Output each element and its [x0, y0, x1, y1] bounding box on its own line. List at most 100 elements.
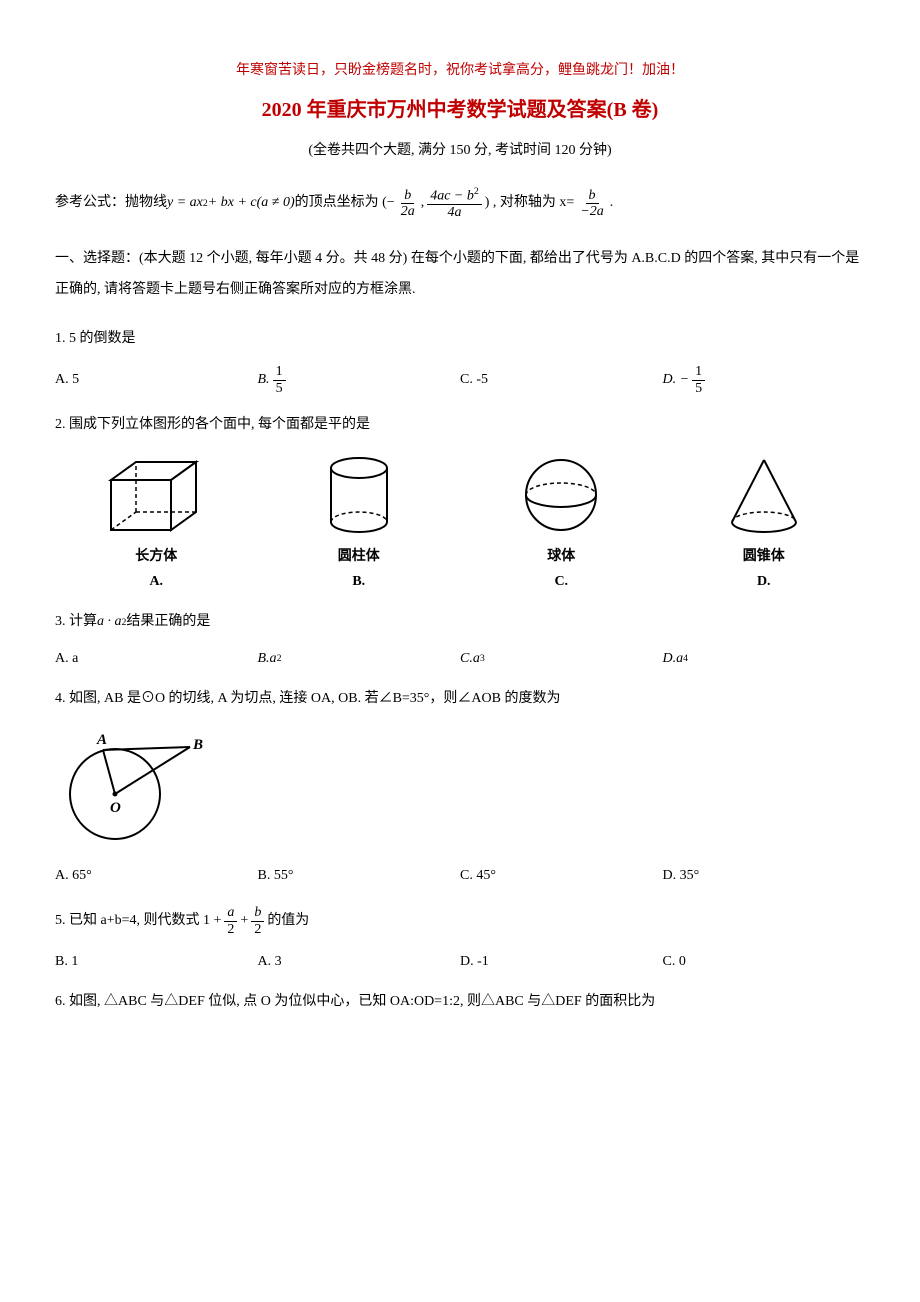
- q5-suffix: 的值为: [267, 910, 309, 932]
- label-O: O: [110, 800, 121, 816]
- q1-b-num: 1: [273, 364, 286, 380]
- section-intro: 一、选择题：(本大题 12 个小题, 每年小题 4 分。共 48 分) 在每个小…: [55, 244, 865, 306]
- cylinder-letter: B.: [258, 571, 461, 593]
- frac1-den: 2a: [398, 204, 418, 219]
- formula-mid-text: 的顶点坐标为 (−: [295, 192, 395, 214]
- q1-b-prefix: B.: [258, 369, 270, 391]
- q1-b-frac: 1 5: [273, 364, 286, 396]
- subtitle: (全卷共四个大题, 满分 150 分, 考试时间 120 分钟): [55, 140, 865, 162]
- shape-cylinder: 圆柱体 B.: [258, 450, 461, 593]
- formula-frac1: b 2a: [398, 188, 418, 220]
- q6-text: 6. 如图, △ABC 与△DEF 位似, 点 O 为位似中心，已知 OA:OD…: [55, 991, 865, 1013]
- frac2-den: 4a: [444, 205, 464, 220]
- sphere-label: 球体: [460, 546, 663, 568]
- q5-option-4: C. 0: [663, 951, 866, 973]
- question-6: 6. 如图, △ABC 与△DEF 位似, 点 O 为位似中心，已知 OA:OD…: [55, 991, 865, 1013]
- frac2-num-sup: 2: [474, 186, 479, 197]
- q3-prefix: 3. 计算: [55, 611, 97, 633]
- question-1: 1. 5 的倒数是 A. 5 B. 1 5 C. -5 D. − 1 5: [55, 328, 865, 396]
- sphere-letter: C.: [460, 571, 663, 593]
- q5-f1-num: a: [224, 905, 237, 921]
- q3-text: 3. 计算 a · a2 结果正确的是: [55, 611, 865, 633]
- cone-letter: D.: [663, 571, 866, 593]
- formula-dot: .: [610, 192, 614, 214]
- q5-f1-den: 2: [224, 922, 237, 937]
- cone-label: 圆锥体: [663, 546, 866, 568]
- shape-cone: 圆锥体 D.: [663, 450, 866, 593]
- q4-option-d: D. 35°: [663, 865, 866, 887]
- q3-c-sup: 3: [480, 651, 485, 667]
- q3-b-prefix: B.a: [258, 648, 277, 670]
- q4-option-a: A. 65°: [55, 865, 258, 887]
- cylinder-label: 圆柱体: [258, 546, 461, 568]
- q3-b-sup: 2: [277, 651, 282, 667]
- q4-text: 4. 如图, AB 是⊙O 的切线, A 为切点, 连接 OA, OB. 若∠B…: [55, 688, 865, 710]
- formula-frac2: 4ac − b2 4a: [427, 187, 482, 220]
- frac3-den: −2a: [577, 204, 606, 219]
- q5-option-3: D. -1: [460, 951, 663, 973]
- q5-frac2: b 2: [251, 905, 264, 937]
- q5-mid: +: [240, 910, 248, 932]
- q3-option-d: D.a4: [663, 648, 866, 670]
- q2-text: 2. 围成下列立体图形的各个面中, 每个面都是平的是: [55, 414, 865, 436]
- question-3: 3. 计算 a · a2 结果正确的是 A. a B.a2 C.a3 D.a4: [55, 611, 865, 670]
- header-note: 年寒窗苦读日，只盼金榜题名时，祝你考试拿高分，鲤鱼跳龙门！加油！: [55, 60, 865, 82]
- frac3-num: b: [586, 188, 599, 204]
- question-5: 5. 已知 a+b=4, 则代数式 1 + a 2 + b 2 的值为 B. 1…: [55, 905, 865, 973]
- cuboid-icon: [96, 450, 216, 540]
- q3-option-a: A. a: [55, 648, 258, 670]
- q5-prefix: 5. 已知 a+b=4, 则代数式 1 +: [55, 910, 221, 932]
- q5-text: 5. 已知 a+b=4, 则代数式 1 + a 2 + b 2 的值为: [55, 905, 865, 937]
- formula-frac3: b −2a: [577, 188, 606, 220]
- formula-expr-mid: + bx + c(a ≠ 0): [208, 192, 295, 214]
- cylinder-icon: [309, 450, 409, 540]
- frac1-num: b: [401, 188, 414, 204]
- q4-diagram: A B O: [55, 724, 865, 852]
- frac2-num: 4ac − b2: [427, 187, 482, 205]
- q1-option-d: D. − 1 5: [663, 364, 866, 396]
- reference-formula: 参考公式：抛物线 y = ax 2 + bx + c(a ≠ 0) 的顶点坐标为 …: [55, 187, 865, 220]
- label-B: B: [192, 737, 203, 753]
- q1-text: 1. 5 的倒数是: [55, 328, 865, 350]
- frac2-num-text: 4ac − b: [430, 188, 474, 203]
- q3-option-b: B.a2: [258, 648, 461, 670]
- q5-option-1: B. 1: [55, 951, 258, 973]
- q1-options: A. 5 B. 1 5 C. -5 D. − 1 5: [55, 364, 865, 396]
- formula-prefix: 参考公式：抛物线: [55, 192, 167, 214]
- q1-option-b: B. 1 5: [258, 364, 461, 396]
- tangent-circle-icon: A B O: [55, 724, 215, 844]
- shape-cuboid: 长方体 A.: [55, 450, 258, 593]
- q3-suffix: 结果正确的是: [126, 611, 210, 633]
- cone-icon: [714, 450, 814, 540]
- q5-option-2: A. 3: [258, 951, 461, 973]
- cuboid-letter: A.: [55, 571, 258, 593]
- q1-d-den: 5: [692, 381, 705, 396]
- question-2: 2. 围成下列立体图形的各个面中, 每个面都是平的是 长方体 A. 圆柱体: [55, 414, 865, 593]
- q3-options: A. a B.a2 C.a3 D.a4: [55, 648, 865, 670]
- q1-d-frac: 1 5: [692, 364, 705, 396]
- q5-options: B. 1 A. 3 D. -1 C. 0: [55, 951, 865, 973]
- formula-comma: ,: [421, 192, 425, 214]
- q3-c-prefix: C.a: [460, 648, 480, 670]
- q3-d-sup: 4: [683, 651, 688, 667]
- q3-expr: a · a: [97, 611, 122, 633]
- q3-option-c: C.a3: [460, 648, 663, 670]
- q3-d-prefix: D.a: [663, 648, 684, 670]
- formula-close: ) , 对称轴为 x=: [485, 192, 575, 214]
- q5-f2-num: b: [251, 905, 264, 921]
- sphere-icon: [511, 450, 611, 540]
- formula-expr-left: y = ax: [167, 192, 203, 214]
- q2-shapes: 长方体 A. 圆柱体 B. 球体 C.: [55, 450, 865, 593]
- question-4: 4. 如图, AB 是⊙O 的切线, A 为切点, 连接 OA, OB. 若∠B…: [55, 688, 865, 887]
- q4-option-c: C. 45°: [460, 865, 663, 887]
- q1-option-c: C. -5: [460, 369, 663, 391]
- shape-sphere: 球体 C.: [460, 450, 663, 593]
- q5-frac1: a 2: [224, 905, 237, 937]
- q1-option-a: A. 5: [55, 369, 258, 391]
- q4-option-b: B. 55°: [258, 865, 461, 887]
- q1-d-num: 1: [692, 364, 705, 380]
- cuboid-label: 长方体: [55, 546, 258, 568]
- q1-b-den: 5: [273, 381, 286, 396]
- label-A: A: [96, 732, 107, 748]
- q4-options: A. 65° B. 55° C. 45° D. 35°: [55, 865, 865, 887]
